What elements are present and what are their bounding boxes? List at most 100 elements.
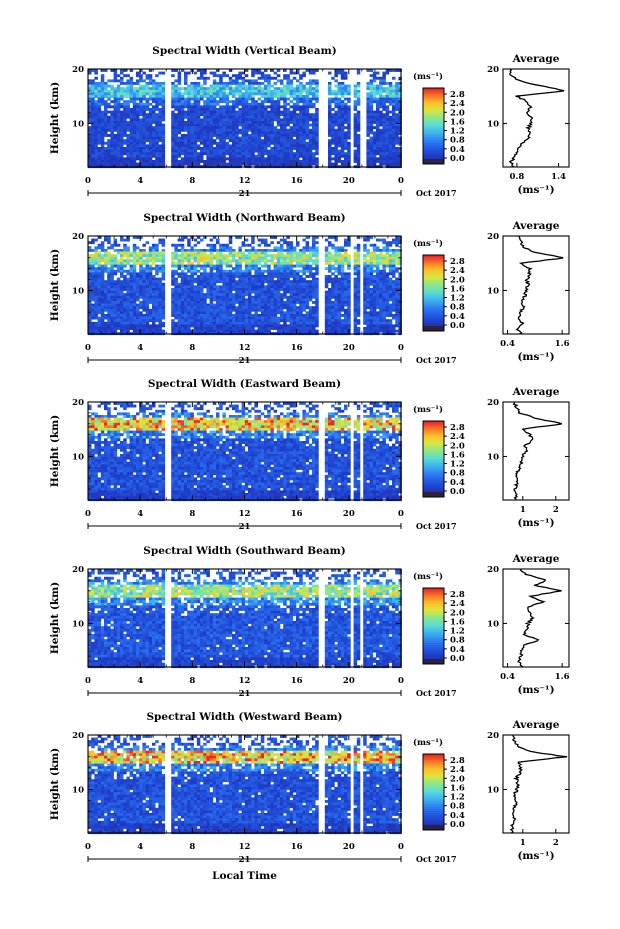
- day-label: 21: [239, 189, 251, 199]
- colorbar-tick-label: 0.4: [450, 312, 465, 322]
- date-label: Oct 2017: [416, 688, 457, 698]
- average-y-tick-label: 10: [487, 286, 499, 296]
- average-x-tick-label: 1.4: [551, 172, 566, 182]
- colorbar: 2.82.42.01.61.20.80.40.0: [422, 753, 465, 831]
- y-tick-label: 10: [72, 452, 84, 462]
- y-axis-label: Height (km): [49, 249, 61, 321]
- colorbar-tick-label: 1.6: [450, 617, 465, 627]
- x-tick-label: 20: [343, 176, 355, 186]
- x-tick-label: 8: [189, 676, 195, 686]
- average-x-tick-label: 2: [553, 838, 559, 848]
- colorbar: 2.82.42.01.61.20.80.40.0: [422, 87, 465, 165]
- colorbar-tick-label: 1.2: [450, 294, 465, 304]
- x-tick-label: 12: [239, 842, 251, 852]
- average-frame: [502, 568, 570, 668]
- y-axis-label: Height (km): [49, 415, 61, 487]
- x-tick-label: 0: [85, 176, 91, 186]
- x-tick-label: 12: [239, 676, 251, 686]
- y-tick-label: 20: [72, 65, 84, 75]
- colorbar-tick-label: 1.2: [450, 460, 465, 470]
- colorbar-tick-label: 2.0: [450, 441, 465, 451]
- x-tick-label: 0: [398, 842, 404, 852]
- average-y-tick-label: 10: [487, 619, 499, 629]
- y-axis-label: Height (km): [49, 748, 61, 820]
- y-tick-label: 20: [72, 731, 84, 741]
- colorbar-tick-label: 2.4: [450, 99, 465, 109]
- x-tick-label: 0: [85, 509, 91, 519]
- heatmap-field: [88, 735, 402, 835]
- average-y-tick-label: 20: [487, 398, 499, 408]
- y-tick-label: 10: [72, 119, 84, 129]
- colorbar-tick-label: 2.8: [450, 423, 465, 433]
- colorbar-tick-label: 0.0: [450, 654, 465, 664]
- colorbar-tick-label: 0.8: [450, 469, 465, 479]
- average-x-tick-label: 1: [520, 505, 526, 515]
- average-x-tick-label: 2: [553, 505, 559, 515]
- date-label: Oct 2017: [416, 355, 457, 365]
- average-plot: Average 10 20 0.8 1.4 (ms⁻¹): [487, 53, 570, 196]
- y-tick-label: 20: [72, 565, 84, 575]
- x-tick-label: 20: [343, 676, 355, 686]
- average-x-tick-label: 1: [520, 838, 526, 848]
- x-tick-label: 0: [85, 343, 91, 353]
- colorbar-tick-label: 1.6: [450, 284, 465, 294]
- colorbar-tick-label: 1.6: [450, 450, 465, 460]
- colorbar-tick-label: 2.0: [450, 608, 465, 618]
- heatmap-field: [88, 402, 402, 502]
- colorbar-tick-label: 1.2: [450, 793, 465, 803]
- x-tick-label: 16: [291, 509, 303, 519]
- colorbar-tick-label: 2.8: [450, 590, 465, 600]
- colorbar-unit: (ms⁻¹): [413, 71, 443, 82]
- colorbar-tick-label: 0.4: [450, 811, 465, 821]
- x-tick-label: 16: [291, 343, 303, 353]
- x-tick-label: 20: [343, 509, 355, 519]
- x-tick-label: 4: [137, 676, 143, 686]
- y-tick-label: 10: [72, 286, 84, 296]
- colorbar-tick-label: 1.2: [450, 127, 465, 137]
- average-y-tick-label: 20: [487, 731, 499, 741]
- colorbar-tick-label: 0.0: [450, 154, 465, 164]
- heatmap-field: [88, 69, 402, 169]
- x-tick-label: 0: [398, 343, 404, 353]
- x-tick-label: 12: [239, 343, 251, 353]
- x-tick-label: 4: [137, 343, 143, 353]
- average-title: Average: [512, 719, 560, 731]
- average-profile-line: [512, 401, 563, 501]
- average-plot: Average 10 20 0.4 1.6(ms⁻¹): [487, 220, 569, 363]
- colorbar-tick-label: 2.8: [450, 756, 465, 766]
- average-plot: Average 10 20 1 2 (ms⁻¹): [487, 386, 570, 529]
- colorbar-unit: (ms⁻¹): [413, 404, 443, 415]
- x-tick-label: 20: [343, 842, 355, 852]
- x-tick-label: 20: [343, 343, 355, 353]
- average-plot: Average 10 20 1 2 (ms⁻¹): [487, 719, 570, 862]
- colorbar-tick-label: 2.4: [450, 599, 465, 609]
- panel-4: Spectral Width (Westward Beam)0 4 8 12 16 20 0…: [49, 711, 570, 865]
- average-plot: Average 10 20 0.4 1.6(ms⁻¹): [487, 553, 569, 696]
- colorbar-tick-label: 2.4: [450, 432, 465, 442]
- x-tick-label: 0: [398, 176, 404, 186]
- panel-2: Spectral Width (Eastward Beam)0 4 8 12 16 20 0…: [49, 378, 570, 532]
- x-tick-label: 16: [291, 676, 303, 686]
- panel-1: Spectral Width (Northward Beam) 0 4 8 12 16 20…: [49, 212, 570, 366]
- average-title: Average: [512, 386, 560, 398]
- average-title: Average: [512, 553, 560, 565]
- colorbar: 2.82.42.01.61.20.80.40.0: [422, 420, 465, 498]
- heatmap-field: [88, 569, 402, 669]
- y-tick-label: 10: [72, 619, 84, 629]
- date-label: Oct 2017: [416, 521, 457, 531]
- x-tick-label: 0: [398, 509, 404, 519]
- average-y-tick-label: 20: [487, 232, 499, 242]
- average-x-axis-label: (ms⁻¹): [517, 184, 554, 196]
- average-x-tick-label: 0.4: [500, 339, 515, 349]
- panel-title: Spectral Width (Southward Beam): [143, 545, 345, 557]
- day-label: 21: [239, 689, 251, 699]
- colorbar-tick-label: 2.0: [450, 774, 465, 784]
- colorbar-tick-label: 0.0: [450, 321, 465, 331]
- average-x-tick-label: 1.6: [555, 339, 570, 349]
- x-tick-label: 0: [85, 676, 91, 686]
- colorbar-tick-label: 0.4: [450, 645, 465, 655]
- average-y-tick-label: 20: [487, 65, 499, 75]
- x-tick-label: 0: [398, 676, 404, 686]
- day-label: 21: [239, 356, 251, 366]
